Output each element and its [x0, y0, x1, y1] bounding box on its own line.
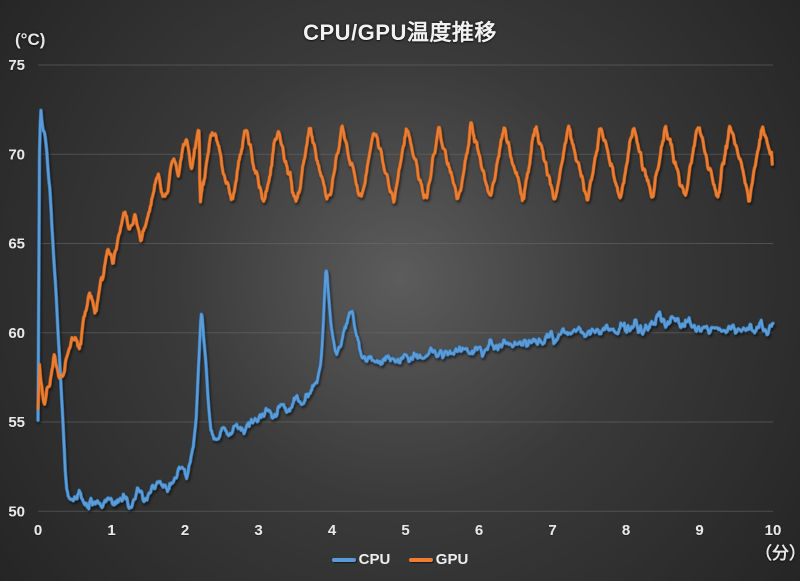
- svg-text:60: 60: [8, 325, 25, 342]
- svg-text:1: 1: [107, 522, 115, 539]
- svg-text:3: 3: [254, 522, 262, 539]
- svg-text:8: 8: [622, 522, 630, 539]
- svg-text:6: 6: [475, 522, 483, 539]
- svg-text:70: 70: [8, 146, 25, 163]
- svg-text:5: 5: [401, 522, 409, 539]
- svg-text:10: 10: [765, 522, 782, 539]
- svg-text:50: 50: [8, 503, 25, 520]
- svg-text:65: 65: [8, 236, 25, 253]
- svg-text:0: 0: [34, 522, 42, 539]
- svg-text:75: 75: [8, 57, 25, 74]
- svg-text:2: 2: [181, 522, 189, 539]
- svg-text:7: 7: [548, 522, 556, 539]
- svg-text:9: 9: [695, 522, 703, 539]
- svg-text:55: 55: [8, 414, 25, 431]
- svg-text:4: 4: [328, 522, 337, 539]
